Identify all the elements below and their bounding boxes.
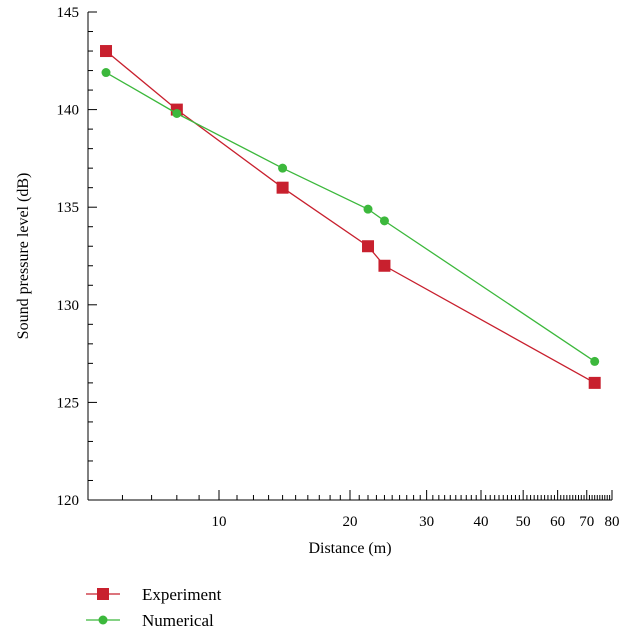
x-axis-label: Distance (m) [308,540,391,557]
x-tick-label: 40 [474,514,489,530]
data-point-numerical [363,204,373,214]
x-tick-label: 10 [212,514,227,530]
data-point-experiment [588,376,601,389]
series-line-experiment [105,50,596,384]
legend: Experiment Numerical [86,585,222,630]
y-tick-label: 130 [57,298,80,314]
data-point-numerical [379,216,389,226]
y-tick-label: 120 [57,493,80,509]
data-point-experiment [276,181,289,194]
x-tick-label: 50 [516,514,531,530]
x-tick-label: 30 [419,514,434,530]
data-point-experiment [100,45,113,58]
y-tick-label: 140 [57,103,80,119]
data-point-numerical [172,109,182,119]
data-point-numerical [101,68,111,78]
x-tick-label: 20 [343,514,358,530]
legend-marker-numerical [98,615,108,625]
data-point-numerical [590,356,600,366]
axes [87,12,612,501]
y-tick-label: 145 [57,5,80,21]
series-line-numerical [105,71,596,362]
x-tick-label: 80 [605,514,620,530]
y-axis-label: Sound pressure level (dB) [15,173,32,340]
y-tick-label: 135 [57,200,80,216]
x-ticks: 10 20 30 40 50 60 70 80 [121,490,620,530]
legend-label-numerical: Numerical [142,611,214,630]
y-tick-label: 125 [57,395,80,411]
series-group [100,45,601,389]
x-tick-label: 70 [579,514,594,530]
legend-label-experiment: Experiment [142,585,222,604]
y-ticks: 120 125 130 135 140 145 [57,5,97,509]
data-point-numerical [278,163,288,173]
data-point-experiment [362,240,375,253]
legend-marker-experiment [97,588,109,600]
data-point-experiment [378,259,391,272]
x-tick-label: 60 [550,514,565,530]
